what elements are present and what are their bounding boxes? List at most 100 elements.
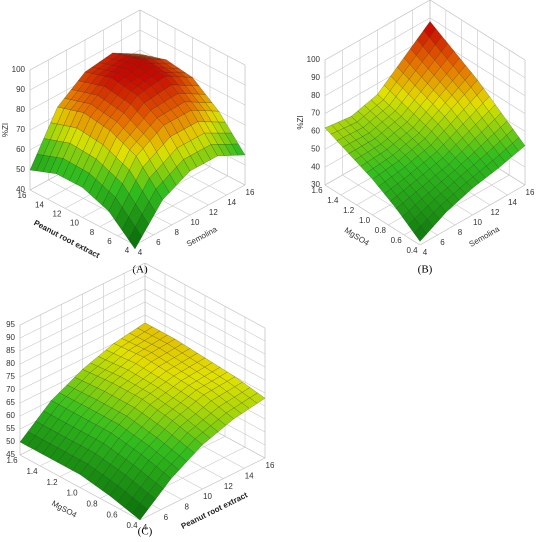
- z-tick-label: 80: [16, 105, 25, 114]
- x-tick-label: 12: [491, 208, 500, 217]
- x-tick-label: 14: [508, 198, 517, 207]
- surface-patch: [190, 110, 246, 157]
- z-tick-label: 100: [307, 55, 321, 64]
- z-tick-label: 40: [16, 185, 25, 194]
- y-axis-label: MgSO4: [50, 499, 79, 520]
- z-tick-label: 60: [6, 411, 15, 420]
- z-tick-label: 80: [311, 91, 320, 100]
- surface-patch: [422, 164, 473, 213]
- surface-patch: [111, 399, 173, 455]
- z-tick-label: 85: [6, 346, 15, 355]
- surface-patch: [108, 155, 163, 250]
- z-tick-label: 80: [6, 359, 15, 368]
- z-tick-label: 100: [12, 65, 26, 74]
- surface-patch: [451, 79, 502, 139]
- surface-patch: [374, 116, 426, 161]
- y-tick-label: 1.4: [26, 467, 38, 476]
- x-tick-label: 16: [266, 461, 275, 470]
- surface-patch: [83, 77, 138, 131]
- y-tick-label: 14: [35, 200, 44, 209]
- z-tick-label: 95: [6, 320, 15, 329]
- surface-patch: [163, 110, 218, 172]
- y-tick-label: 16: [18, 191, 27, 200]
- x-tick-label: 14: [245, 471, 254, 480]
- y-tick-label: 0.8: [86, 499, 98, 508]
- z-tick-label: 45: [6, 450, 15, 459]
- panel-label: (B): [418, 264, 433, 276]
- x-tick-label: 10: [191, 218, 200, 227]
- surface-plot: 30 40 50 60 70 80 90 100 %ZI 4 6 8 10 12 14 16 0.40.6 0.8…: [296, 0, 535, 257]
- z-tick-label: 60: [311, 127, 320, 136]
- x-tick-label: 8: [174, 228, 179, 237]
- surface-plot: 4550556065707580859095%ZI468101214160.40…: [0, 262, 275, 532]
- x-tick-label: 4: [138, 248, 143, 257]
- surface-patch: [79, 432, 142, 497]
- surface-patch: [377, 57, 428, 117]
- x-axis-label: Semolina: [185, 224, 219, 248]
- x-axis-label: Peanut root extract: [180, 490, 250, 531]
- z-tick-label: 65: [6, 398, 15, 407]
- z-tick-label: 90: [16, 85, 25, 94]
- y-tick-label: 0.4: [126, 521, 138, 530]
- y-tick-label: 1.6: [6, 456, 18, 465]
- surface-patch: [49, 416, 112, 475]
- panel-label: (A): [132, 264, 148, 276]
- y-tick-label: 4: [125, 246, 130, 255]
- y-tick-label: 0.6: [106, 510, 118, 519]
- surface-patch: [474, 112, 526, 169]
- x-tick-label: 4: [423, 248, 428, 257]
- z-tick-label: 30: [311, 180, 320, 189]
- y-tick-label: 8: [90, 228, 95, 237]
- surface-patch: [109, 454, 172, 521]
- x-tick-label: 16: [526, 188, 535, 197]
- surface-patch: [137, 76, 192, 126]
- x-tick-label: 8: [458, 228, 463, 237]
- y-tick-label: 1.2: [46, 478, 58, 487]
- y-tick-label: 1.6: [311, 186, 323, 195]
- x-tick-label: 10: [473, 218, 482, 227]
- y-tick-label: 0.6: [391, 236, 403, 245]
- x-tick-label: 16: [246, 188, 255, 197]
- surface-cell: [132, 503, 149, 521]
- y-tick-label: 6: [107, 237, 112, 246]
- surface-patch: [136, 124, 191, 201]
- z-tick-label: 60: [16, 145, 25, 154]
- x-tick-label: 6: [164, 513, 169, 522]
- z-tick-label: 70: [311, 109, 320, 118]
- x-tick-label: 14: [227, 198, 236, 207]
- surface-patch: [113, 322, 176, 358]
- grid-line: [419, 184, 526, 246]
- surface-patch: [109, 95, 164, 157]
- z-tick-label: 50: [311, 144, 320, 153]
- z-tick-label: 70: [6, 385, 15, 394]
- surface-patch: [112, 52, 167, 60]
- surface-patch: [56, 112, 111, 188]
- x-tick-label: 4: [143, 523, 148, 532]
- y-tick-label: 1.0: [359, 216, 371, 225]
- panel-label: (C): [138, 526, 153, 538]
- z-tick-label: 40: [311, 162, 320, 171]
- z-axis-label: %ZI: [296, 115, 305, 129]
- x-tick-label: 12: [224, 482, 233, 491]
- surface-cell: [413, 226, 427, 242]
- surface-plot: 40 50 60 70 80 90 100 %ZI 4 6 8 10 12 14 16 4 6 8 10 12 14 16…: [1, 9, 255, 260]
- z-tick-label: 90: [311, 73, 320, 82]
- y-tick-label: 1.0: [66, 489, 78, 498]
- z-tick-label: 90: [6, 333, 15, 342]
- surface-patch: [82, 130, 137, 212]
- z-tick-label: 50: [6, 437, 15, 446]
- y-axis-label: MgSO4: [343, 226, 371, 248]
- surface-patch: [82, 343, 145, 384]
- surface-patch: [398, 138, 449, 187]
- surface-patch: [203, 376, 266, 420]
- surface-patch: [427, 50, 478, 110]
- x-tick-label: 6: [440, 238, 445, 247]
- y-tick-label: 1.2: [343, 206, 355, 215]
- x-axis-label: Semolina: [468, 224, 502, 249]
- x-tick-label: 12: [209, 208, 218, 217]
- z-tick-label: 55: [6, 424, 15, 433]
- surface-patch: [372, 160, 423, 209]
- surface-patch: [141, 420, 203, 479]
- grid-line: [139, 457, 266, 521]
